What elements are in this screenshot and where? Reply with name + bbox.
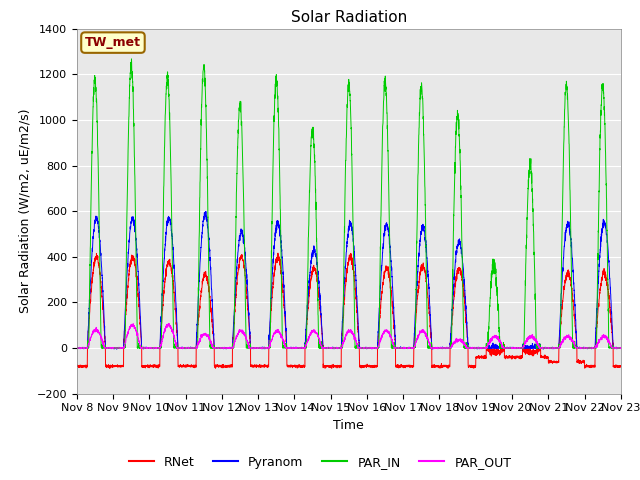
RNet xyxy=(329,364,337,370)
RNet xyxy=(471,364,479,370)
Pyranom xyxy=(171,271,179,276)
Pyranom xyxy=(329,344,337,350)
Pyranom xyxy=(441,345,449,351)
PAR_OUT xyxy=(73,345,81,351)
Pyranom xyxy=(617,345,625,351)
PAR_OUT xyxy=(441,345,449,351)
RNet xyxy=(441,363,449,369)
PAR_IN xyxy=(502,345,509,351)
Text: TW_met: TW_met xyxy=(85,36,141,49)
RNet xyxy=(73,363,81,369)
RNet xyxy=(171,299,179,304)
PAR_IN xyxy=(73,345,81,350)
PAR_IN xyxy=(171,345,179,350)
RNet xyxy=(106,366,114,372)
Line: RNet: RNet xyxy=(77,253,621,369)
Pyranom xyxy=(73,345,81,351)
Line: PAR_OUT: PAR_OUT xyxy=(77,324,621,348)
RNet xyxy=(502,356,509,362)
Pyranom xyxy=(202,209,210,215)
PAR_OUT xyxy=(329,345,337,351)
RNet xyxy=(274,250,282,256)
PAR_OUT xyxy=(165,321,173,326)
PAR_OUT xyxy=(502,345,509,351)
PAR_IN xyxy=(329,345,337,351)
PAR_IN xyxy=(617,346,625,351)
RNet xyxy=(616,363,624,369)
Pyranom xyxy=(471,345,479,351)
PAR_IN xyxy=(74,346,81,351)
PAR_IN xyxy=(127,56,135,62)
PAR_IN xyxy=(441,346,449,351)
Line: PAR_IN: PAR_IN xyxy=(77,59,621,348)
PAR_IN xyxy=(471,345,479,351)
PAR_OUT xyxy=(616,345,624,351)
PAR_IN xyxy=(616,345,624,351)
X-axis label: Time: Time xyxy=(333,419,364,432)
PAR_OUT xyxy=(171,336,179,342)
PAR_OUT xyxy=(471,345,479,351)
Legend: RNet, Pyranom, PAR_IN, PAR_OUT: RNet, Pyranom, PAR_IN, PAR_OUT xyxy=(124,451,516,474)
Pyranom xyxy=(616,346,624,351)
RNet xyxy=(617,363,625,369)
Y-axis label: Solar Radiation (W/m2, uE/m2/s): Solar Radiation (W/m2, uE/m2/s) xyxy=(18,109,31,313)
Line: Pyranom: Pyranom xyxy=(77,212,621,349)
PAR_OUT xyxy=(77,345,84,351)
Pyranom xyxy=(428,346,436,352)
Pyranom xyxy=(502,346,509,351)
Title: Solar Radiation: Solar Radiation xyxy=(291,10,407,25)
PAR_OUT xyxy=(617,345,625,351)
